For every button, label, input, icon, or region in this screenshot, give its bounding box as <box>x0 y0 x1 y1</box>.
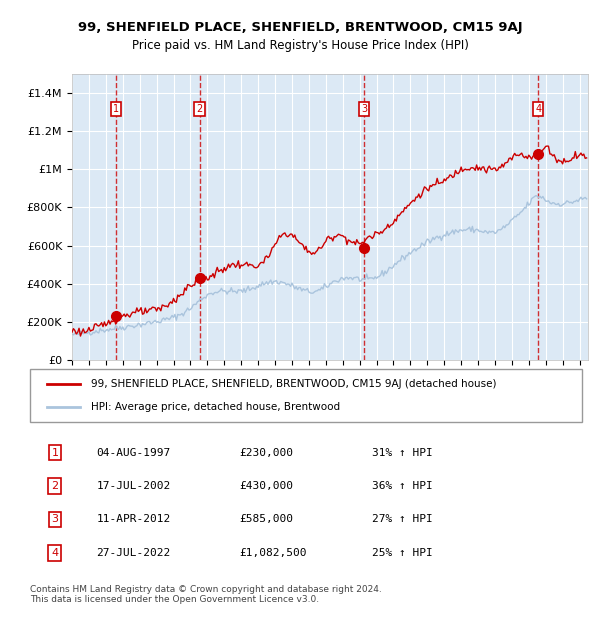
Text: 17-JUL-2002: 17-JUL-2002 <box>96 481 170 491</box>
Text: 2: 2 <box>51 481 58 491</box>
Text: 04-AUG-1997: 04-AUG-1997 <box>96 448 170 458</box>
Text: 11-APR-2012: 11-APR-2012 <box>96 515 170 525</box>
Text: 31% ↑ HPI: 31% ↑ HPI <box>372 448 433 458</box>
Text: £230,000: £230,000 <box>240 448 294 458</box>
Text: 27-JUL-2022: 27-JUL-2022 <box>96 548 170 558</box>
Text: 99, SHENFIELD PLACE, SHENFIELD, BRENTWOOD, CM15 9AJ: 99, SHENFIELD PLACE, SHENFIELD, BRENTWOO… <box>77 22 523 34</box>
Text: Price paid vs. HM Land Registry's House Price Index (HPI): Price paid vs. HM Land Registry's House … <box>131 39 469 51</box>
Text: £585,000: £585,000 <box>240 515 294 525</box>
Text: 1: 1 <box>52 448 58 458</box>
Text: 1: 1 <box>113 104 119 113</box>
Text: Contains HM Land Registry data © Crown copyright and database right 2024.
This d: Contains HM Land Registry data © Crown c… <box>30 585 382 604</box>
FancyBboxPatch shape <box>30 369 582 422</box>
Text: 25% ↑ HPI: 25% ↑ HPI <box>372 548 433 558</box>
Text: 4: 4 <box>535 104 541 113</box>
Text: 36% ↑ HPI: 36% ↑ HPI <box>372 481 433 491</box>
Text: £1,082,500: £1,082,500 <box>240 548 307 558</box>
Text: 4: 4 <box>51 548 58 558</box>
Text: £430,000: £430,000 <box>240 481 294 491</box>
Text: 27% ↑ HPI: 27% ↑ HPI <box>372 515 433 525</box>
Text: 3: 3 <box>52 515 58 525</box>
Text: 3: 3 <box>361 104 367 113</box>
Text: 99, SHENFIELD PLACE, SHENFIELD, BRENTWOOD, CM15 9AJ (detached house): 99, SHENFIELD PLACE, SHENFIELD, BRENTWOO… <box>91 379 496 389</box>
Text: 2: 2 <box>196 104 203 113</box>
Text: HPI: Average price, detached house, Brentwood: HPI: Average price, detached house, Bren… <box>91 402 340 412</box>
